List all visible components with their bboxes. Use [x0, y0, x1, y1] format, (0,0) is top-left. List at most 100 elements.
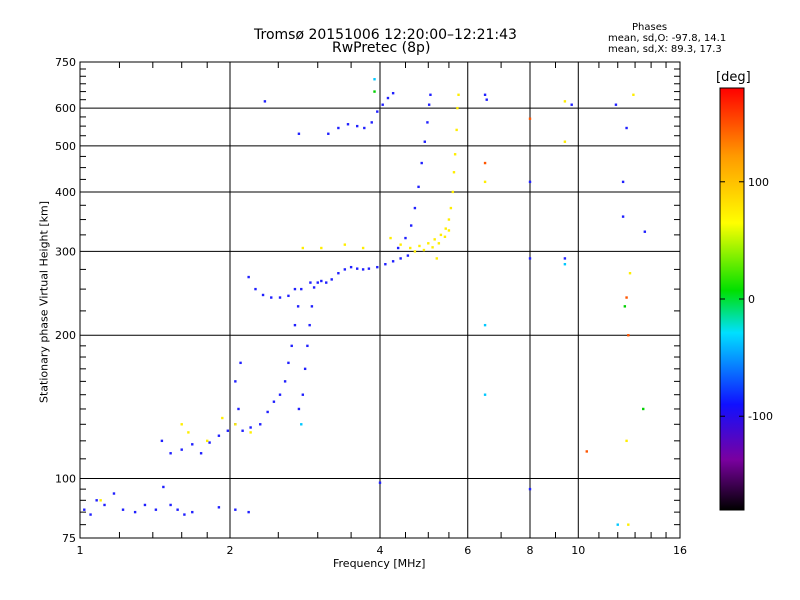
data-point — [429, 93, 432, 96]
data-point — [457, 93, 460, 96]
data-point — [320, 246, 323, 250]
data-point — [483, 180, 487, 184]
data-point — [483, 93, 487, 96]
data-point — [160, 439, 164, 443]
data-point — [312, 286, 316, 289]
data-point — [431, 246, 434, 249]
data-point — [247, 275, 250, 279]
data-point — [287, 361, 290, 365]
data-point — [103, 503, 106, 507]
data-point — [337, 272, 340, 275]
data-point — [373, 90, 376, 93]
data-point — [191, 510, 194, 514]
y-tick-label: 600 — [55, 102, 76, 115]
data-point — [309, 281, 312, 284]
data-point — [449, 206, 453, 210]
data-point — [370, 121, 373, 124]
data-point — [99, 499, 102, 502]
data-point — [452, 171, 456, 174]
data-point — [95, 499, 98, 502]
data-point — [373, 78, 376, 81]
x-tick-label: 10 — [571, 544, 585, 557]
data-point — [176, 508, 179, 511]
data-point — [237, 407, 240, 411]
data-point — [616, 523, 619, 526]
data-point — [154, 508, 158, 511]
data-point — [297, 407, 301, 411]
data-point — [89, 513, 92, 516]
data-point — [455, 128, 458, 132]
data-point — [625, 126, 628, 130]
data-point — [297, 132, 301, 135]
data-point — [300, 423, 303, 426]
data-point — [320, 279, 323, 283]
data-point — [287, 294, 290, 298]
phase-x-stats: mean, sd,X: 89.3, 17.3 — [608, 44, 722, 55]
data-point — [485, 98, 488, 101]
data-point — [278, 296, 282, 299]
data-point — [270, 296, 273, 299]
axis-ticks: 1 2 4 6 8 10 16 75 100 200 300 400 500 600 750 — [55, 56, 687, 557]
data-point — [447, 229, 451, 232]
data-point — [226, 429, 230, 432]
data-point — [563, 263, 567, 266]
data-point — [453, 153, 457, 156]
data-point — [112, 492, 116, 495]
data-point — [208, 441, 211, 444]
data-point — [247, 510, 250, 514]
data-point — [427, 242, 430, 245]
data-point — [642, 407, 645, 411]
data-point — [187, 431, 190, 434]
data-point — [217, 434, 221, 437]
data-point — [283, 380, 287, 383]
data-point — [367, 267, 371, 270]
data-point — [361, 268, 365, 271]
y-tick-label: 500 — [55, 140, 76, 153]
y-tick-label: 400 — [55, 186, 76, 199]
data-point — [234, 508, 237, 511]
data-point — [363, 126, 366, 130]
data-point — [180, 448, 183, 451]
data-point — [293, 287, 297, 291]
data-point — [391, 260, 395, 263]
data-point — [355, 124, 359, 128]
data-point — [614, 103, 618, 106]
colorbar-tick-label: -100 — [748, 410, 773, 423]
x-tick-label: 4 — [377, 544, 384, 557]
data-point — [447, 218, 451, 221]
data-point — [483, 323, 487, 327]
data-point — [627, 523, 630, 526]
data-point — [337, 126, 340, 130]
data-point — [563, 257, 567, 260]
data-point — [443, 235, 447, 238]
data-point — [528, 180, 532, 184]
colorbar-unit: [deg] — [716, 70, 751, 85]
colorbar-ticks: 100 0 -100 — [720, 176, 773, 423]
data-point — [391, 91, 395, 95]
data-point — [439, 233, 443, 237]
data-point — [301, 393, 305, 396]
data-point — [234, 423, 237, 426]
y-tick-label: 75 — [62, 532, 76, 545]
data-point — [409, 246, 412, 250]
x-axis-label: Frequency [MHz] — [333, 557, 426, 570]
x-tick-label: 1 — [77, 544, 84, 557]
x-tick-label: 6 — [464, 544, 471, 557]
data-point — [426, 121, 429, 124]
data-point — [427, 103, 431, 106]
data-point — [241, 429, 244, 432]
y-tick-label: 100 — [55, 473, 76, 486]
plot-frame — [79, 61, 681, 539]
data-point — [423, 140, 426, 143]
data-point — [308, 323, 311, 327]
data-point — [301, 246, 305, 250]
data-point — [623, 305, 627, 308]
data-point — [306, 344, 309, 348]
data-point — [162, 485, 165, 489]
data-point — [433, 238, 436, 241]
data-point — [563, 140, 567, 143]
data-point — [528, 487, 532, 491]
data-point — [217, 506, 221, 509]
colorbar-tick-label: 0 — [748, 293, 755, 306]
